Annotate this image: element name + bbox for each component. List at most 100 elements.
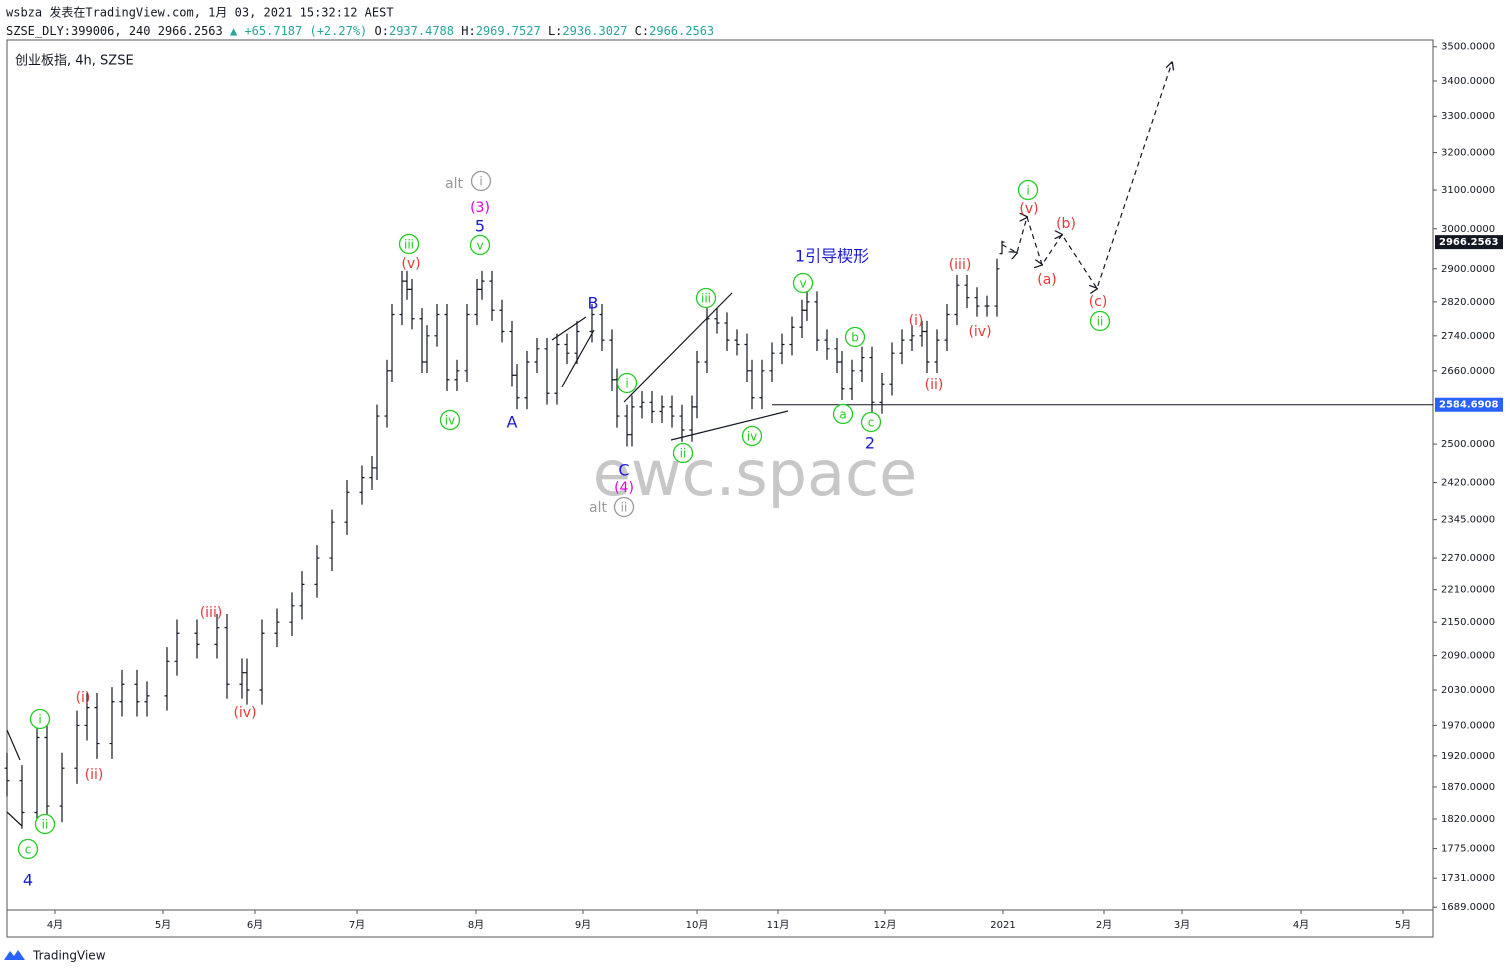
wave-circle xyxy=(844,326,866,348)
ohlc-bar xyxy=(869,346,875,414)
wave-label: (v) xyxy=(1019,201,1038,217)
ohlc-bar xyxy=(409,279,415,330)
ohlc-bar xyxy=(564,333,570,365)
ohlc-bar xyxy=(679,404,685,442)
wave-label: c xyxy=(25,843,32,857)
ohlc-bar xyxy=(134,669,140,717)
y-tick-label: 1731.0000 xyxy=(1441,873,1495,884)
wave-label: (ii) xyxy=(85,767,104,783)
ohlc-bar xyxy=(944,303,950,352)
wave-label: 5 xyxy=(475,217,485,236)
ohlc-bar xyxy=(999,240,1005,255)
ohlc-bar xyxy=(329,509,335,572)
x-tick-label: 11月 xyxy=(767,919,790,931)
ohlc-bar xyxy=(84,692,90,741)
ohlc-bar xyxy=(274,608,280,648)
ohlc-bar xyxy=(314,545,320,598)
ohlc-bar xyxy=(524,351,530,410)
y-tick-label: 1820.0000 xyxy=(1441,814,1495,825)
author-line: wsbza 发表在TradingView.com, 1月 03, 2021 15… xyxy=(6,5,394,20)
trendlines xyxy=(6,292,789,827)
y-tick-label: 1775.0000 xyxy=(1441,844,1495,855)
y-tick-label: 1689.0000 xyxy=(1441,902,1495,913)
ohlc-bar xyxy=(839,351,845,401)
wave-label: ii xyxy=(621,501,628,515)
ohlc-bar xyxy=(454,359,460,391)
y-tick-label: 2820.0000 xyxy=(1441,297,1495,308)
wave-circle xyxy=(29,708,51,730)
ohlc-bar xyxy=(224,613,230,699)
ohlc-bar xyxy=(669,395,675,428)
y-tick-label: 2660.0000 xyxy=(1441,366,1495,377)
wave-label: ii xyxy=(1097,315,1104,329)
ohlc-bar xyxy=(734,329,740,356)
y-tick-label: 1970.0000 xyxy=(1441,720,1495,731)
wave-label: (ii) xyxy=(925,377,944,393)
level-tag xyxy=(1435,397,1503,412)
ohlc-bar xyxy=(769,342,775,382)
y-tick-label: 2270.0000 xyxy=(1441,553,1495,564)
o-key: O: xyxy=(375,24,389,38)
trendline xyxy=(6,729,21,761)
ohlc-bar xyxy=(744,333,750,382)
wave-circle xyxy=(398,233,420,255)
wave-circle xyxy=(832,403,854,425)
y-tick-label: 2900.0000 xyxy=(1441,264,1495,275)
x-tick-label: 12月 xyxy=(874,919,897,931)
ohlc-bar xyxy=(789,316,795,356)
ohlc-bar xyxy=(4,752,10,797)
wave-circle xyxy=(469,234,491,256)
wave-label: B xyxy=(588,294,599,313)
wave-label: A xyxy=(507,413,518,432)
wave-label: (i) xyxy=(76,690,91,706)
chart-title: 创业板指, 4h, SZSE xyxy=(15,54,134,69)
wave-circle xyxy=(792,272,814,294)
ohlc-bar xyxy=(419,308,425,374)
ohlc-bar xyxy=(924,320,930,374)
wave-label: (b) xyxy=(1056,216,1076,232)
x-tick-label: 10月 xyxy=(686,919,709,931)
ohlc-bar xyxy=(424,325,430,374)
ohlc-bar xyxy=(624,404,630,447)
ohlc-bar xyxy=(714,308,720,334)
ohlc-bar xyxy=(639,390,645,419)
ohlc-bar xyxy=(574,320,580,365)
wave-label: (iii) xyxy=(200,605,223,621)
y-tick-label: 3400.0000 xyxy=(1441,76,1495,87)
wave-label: (i) xyxy=(909,313,924,329)
ohlc-bar xyxy=(299,571,305,620)
wave-label: 1引导楔形 xyxy=(795,247,869,266)
price: 2966.2563 xyxy=(158,24,223,38)
ohlc-bar xyxy=(389,303,395,382)
wave-circle xyxy=(616,372,638,394)
ohlc-bar xyxy=(849,359,855,401)
ohlc-bar xyxy=(919,320,925,347)
ohlc-bar xyxy=(514,364,520,410)
x-tick-label: 4月 xyxy=(47,919,63,931)
symbol: SZSE_DLY:399006, 240 xyxy=(6,24,151,38)
ohlc-bar xyxy=(994,258,1000,317)
wave-label: a xyxy=(839,408,846,422)
x-tick-label: 2月 xyxy=(1096,919,1112,931)
ohlc-bar xyxy=(834,337,840,374)
wave-label: c xyxy=(868,416,875,430)
wave-label: 2 xyxy=(865,434,875,453)
wave-circle xyxy=(1017,179,1039,201)
last-price-label: 2966.2563 xyxy=(1439,237,1499,248)
bars xyxy=(4,240,1005,829)
wave-label: ii xyxy=(42,818,49,832)
ohlc-bar xyxy=(109,687,115,759)
wave-circle xyxy=(613,496,635,518)
ohlc-bar xyxy=(629,395,635,447)
wave-circle xyxy=(439,409,461,431)
ohlc-bar xyxy=(44,722,50,823)
y-tick-label: 3100.0000 xyxy=(1441,185,1495,196)
ohlc-bar xyxy=(899,329,905,365)
ohlc-bar xyxy=(694,351,700,419)
y-tick-label: 3300.0000 xyxy=(1441,111,1495,122)
ohlc-bar xyxy=(954,274,960,326)
y-tick-label: 3500.0000 xyxy=(1441,42,1495,53)
watermark: ewc.space xyxy=(593,437,918,510)
ohlc-bar xyxy=(544,337,550,405)
